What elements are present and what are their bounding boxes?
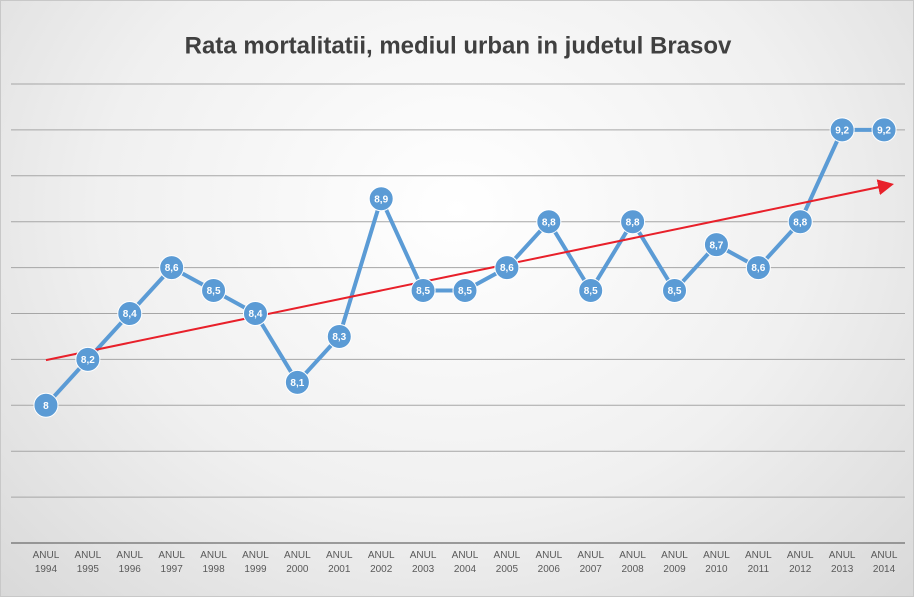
data-point xyxy=(284,369,310,395)
data-label: 8,4 xyxy=(123,309,137,320)
data-point xyxy=(494,255,520,281)
x-tick-label: ANUL 2008 xyxy=(619,550,646,575)
x-tick-label: ANUL 1994 xyxy=(32,550,60,575)
data-point xyxy=(662,278,688,304)
data-label: 8,5 xyxy=(668,286,682,297)
x-tick-label: ANUL 2013 xyxy=(828,550,856,575)
x-tick-label: ANUL 1997 xyxy=(158,550,185,575)
data-label: 8,7 xyxy=(709,240,723,251)
data-point xyxy=(201,278,227,304)
data-label: 8,4 xyxy=(249,309,263,320)
data-point xyxy=(787,209,813,235)
x-tick-label: ANUL 2011 xyxy=(744,550,772,575)
data-label: 8,6 xyxy=(500,263,514,274)
x-tick-label: ANUL 2000 xyxy=(284,550,311,575)
data-point xyxy=(536,209,562,235)
data-point xyxy=(75,346,101,372)
x-tick-label: ANUL 2002 xyxy=(367,550,395,575)
data-label: 8,5 xyxy=(584,286,598,297)
data-point xyxy=(703,232,729,258)
x-tick-label: ANUL 2010 xyxy=(703,550,730,575)
x-tick-label: ANUL 2014 xyxy=(870,550,898,575)
x-tick-label: ANUL 2012 xyxy=(786,550,814,575)
data-point xyxy=(452,278,478,304)
data-label: 9,2 xyxy=(877,126,891,137)
x-tick-label: ANUL 2009 xyxy=(661,550,688,575)
data-point xyxy=(410,278,436,304)
x-tick-label: ANUL 2006 xyxy=(535,550,563,575)
data-label: 8 xyxy=(43,401,49,412)
data-point xyxy=(242,301,268,326)
data-label: 8,6 xyxy=(165,263,179,274)
data-point xyxy=(578,278,604,304)
data-label: 8,5 xyxy=(416,286,430,297)
data-point xyxy=(159,255,185,281)
data-label: 8,9 xyxy=(374,194,388,205)
x-tick-label: ANUL 1998 xyxy=(200,550,227,575)
data-point xyxy=(829,117,855,143)
data-point xyxy=(33,392,59,418)
data-label: 8,8 xyxy=(626,217,640,228)
x-tick-label: ANUL 2003 xyxy=(409,550,437,575)
chart-title: Rata mortalitatii, mediul urban in judet… xyxy=(185,32,732,59)
data-point xyxy=(871,117,897,143)
x-tick-label: ANUL 2001 xyxy=(325,550,353,575)
data-point xyxy=(620,209,646,235)
data-label: 8,5 xyxy=(458,286,472,297)
x-tick-label: ANUL 1996 xyxy=(116,550,144,575)
data-label: 8,1 xyxy=(290,378,304,389)
x-tick-label: ANUL 1999 xyxy=(242,550,269,575)
data-label: 9,2 xyxy=(835,126,849,137)
trend-line xyxy=(45,179,894,362)
x-tick-label: ANUL 2007 xyxy=(577,550,605,575)
data-label: 8,2 xyxy=(81,355,95,366)
data-label: 8,8 xyxy=(793,217,807,228)
x-tick-label: ANUL 1995 xyxy=(74,550,102,575)
data-label: 8,8 xyxy=(542,217,556,228)
x-tick-label: ANUL 2005 xyxy=(493,550,521,575)
data-label: 8,5 xyxy=(207,286,221,297)
data-label: 8,3 xyxy=(332,332,346,343)
x-tick-label: ANUL 2004 xyxy=(451,550,479,575)
data-point xyxy=(326,323,352,349)
data-point xyxy=(368,186,394,212)
data-point xyxy=(745,255,771,281)
data-label: 8,6 xyxy=(751,263,765,274)
data-point xyxy=(117,301,143,326)
